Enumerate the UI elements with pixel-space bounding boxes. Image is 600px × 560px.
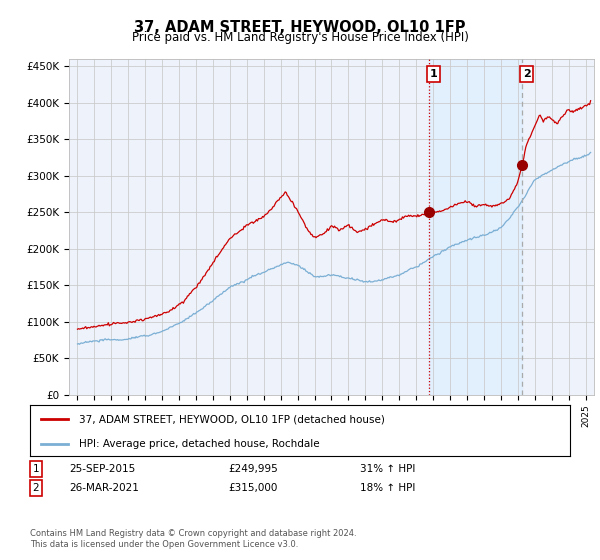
Text: 2: 2 — [523, 69, 530, 79]
Text: 37, ADAM STREET, HEYWOOD, OL10 1FP: 37, ADAM STREET, HEYWOOD, OL10 1FP — [134, 20, 466, 35]
Text: 37, ADAM STREET, HEYWOOD, OL10 1FP (detached house): 37, ADAM STREET, HEYWOOD, OL10 1FP (deta… — [79, 414, 385, 424]
Text: Contains HM Land Registry data © Crown copyright and database right 2024.
This d: Contains HM Land Registry data © Crown c… — [30, 529, 356, 549]
Text: Price paid vs. HM Land Registry's House Price Index (HPI): Price paid vs. HM Land Registry's House … — [131, 31, 469, 44]
Text: 26-MAR-2021: 26-MAR-2021 — [69, 483, 139, 493]
Text: £249,995: £249,995 — [228, 464, 278, 474]
Text: 18% ↑ HPI: 18% ↑ HPI — [360, 483, 415, 493]
Bar — [428, 59, 521, 395]
Text: 1: 1 — [430, 69, 437, 79]
Text: HPI: Average price, detached house, Rochdale: HPI: Average price, detached house, Roch… — [79, 438, 319, 449]
Text: 2: 2 — [32, 483, 40, 493]
Text: 1: 1 — [32, 464, 40, 474]
Text: 25-SEP-2015: 25-SEP-2015 — [69, 464, 135, 474]
Text: 31% ↑ HPI: 31% ↑ HPI — [360, 464, 415, 474]
Text: £315,000: £315,000 — [228, 483, 277, 493]
